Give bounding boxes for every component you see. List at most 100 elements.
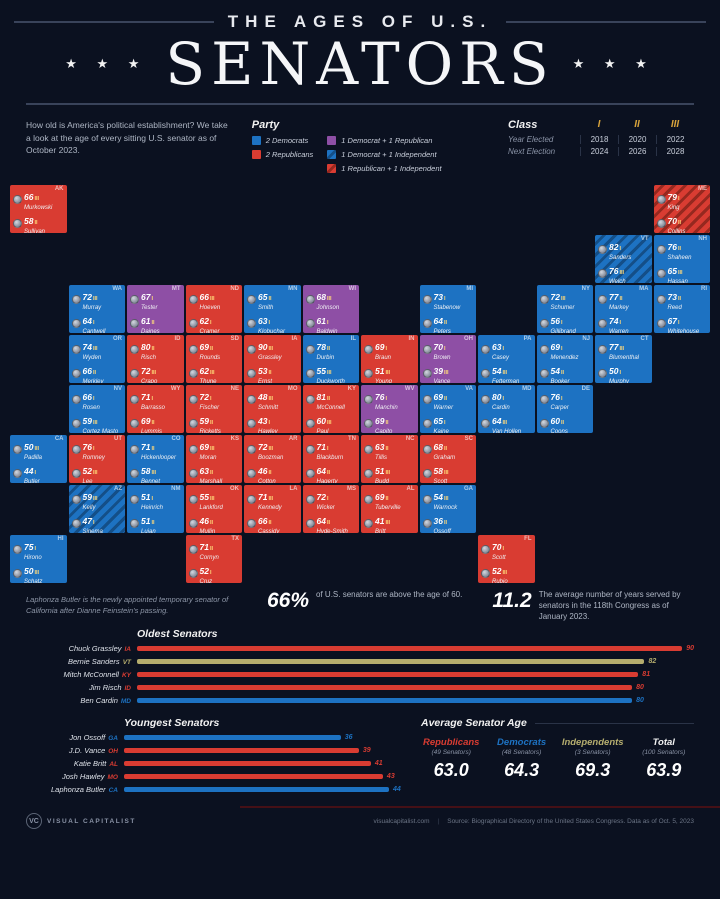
senator-name: Warren [609,328,629,333]
senator-name: Scott [433,478,448,483]
bar-value: 90 [686,645,694,653]
senator-class: III [151,369,157,376]
senator-info: 76II Shaheen [668,238,692,261]
class-row-value: 2020 [618,134,656,144]
senator-age: 36 [433,515,443,526]
average-age-value: 64.3 [504,760,540,781]
state-tile-DE: DE 76I Carper 60II Coons [536,384,593,433]
senator-age: 47 [82,515,92,526]
state-tile-MD: MD 80I Cardin 64III Van Hollen [478,384,535,433]
senator-age: 61 [141,315,151,326]
senator-entry: 70I Scott [481,538,533,561]
senator-entry: 69III Moran [188,438,241,461]
senator-info: 56I Gillibrand [551,312,576,333]
state-tile-WY: WY 71I Barrasso 69II Lummis [127,384,184,433]
senator-class: III [92,469,98,476]
senator-name: Smith [258,304,274,311]
senator-class: I [677,195,680,202]
senator-info: 76I Carper [551,388,569,411]
senator-class: III [560,295,566,302]
senator-portrait-icon [539,319,549,329]
senator-portrait-icon [130,294,139,304]
bar-state-abbr: OH [108,748,118,756]
bar-track: 90 [137,645,694,652]
senator-age: 80 [492,391,502,402]
senator-entry: 59II Ricketts [188,412,241,433]
senator-age: 68 [316,291,326,302]
senator-entry: 50III Padilla [13,438,65,461]
senator-portrait-icon [130,444,139,454]
legend-item-label: 1 Democrat + 1 Republican [341,135,433,145]
state-tile-MS: MS 72I Wicker 64II Hyde-Smith [302,484,359,533]
senator-info: 74I Warren [609,312,629,333]
bar-value: 44 [392,786,401,794]
state-abbr: NJ [582,335,590,342]
senator-info: 72I Wicker [317,488,335,511]
average-party-count: (49 Senators) [431,749,471,757]
senator-class: II [443,519,448,526]
party-legend: Party 2 Democrats 2 Republicans 1 Democrat… [251,119,490,173]
senator-portrait-icon [481,544,490,554]
senator-name: Lujan [141,528,156,533]
footer: VC VISUAL CAPITALIST visualcapitalist.co… [0,808,720,830]
senator-age: 50 [24,565,34,576]
senator-info: 58II Sullivan [24,212,45,233]
senator-name: Rosen [82,404,100,411]
senator-portrait-icon [656,269,666,279]
senator-info: 76I Manchin [375,388,398,411]
senator-age: 79 [667,191,677,202]
senator-info: 51II Lujan [141,512,156,533]
state-abbr: UT [114,435,122,442]
state-tile-FL: FL 70I Scott 52III Rubio [478,534,535,583]
legend-column: 2 Democrats 2 Republicans [251,135,313,173]
legend-swatch-icon [251,149,261,159]
senator-name: Hirono [24,554,42,561]
senator-class: II [677,219,682,226]
senator-class: I [677,319,680,326]
senator-age: 71 [199,541,209,552]
senator-class: III [326,419,332,426]
senator-age: 61 [316,315,326,326]
state-abbr: IL [350,335,356,342]
senator-portrait-icon [130,369,139,379]
senator-portrait-icon [364,494,373,504]
footer-source: Source: Biographical Directory of the Un… [447,817,694,825]
senator-portrait-icon [422,494,432,504]
senator-class: III [502,419,508,426]
senator-entry: 80II Risch [130,338,182,361]
class-table-row: Next Election 2024 2026 2028 [508,146,694,156]
state-abbr: MA [639,285,649,292]
senator-portrait-icon [13,194,22,204]
bar-track: 39 [124,747,401,754]
senator-age: 44 [24,465,34,476]
senator-portrait-icon [71,369,81,379]
bottom-band: Youngest Senators Jon Ossoff GA 36 J.D. Van… [0,709,720,798]
senator-entry: 72III Murray [71,288,124,311]
bar-label: Jon Ossoff GA [69,733,118,743]
senator-age: 50 [609,365,619,376]
senator-age: 76 [375,391,385,402]
state-abbr: AR [288,435,298,442]
senator-class: III [34,195,40,202]
bar-track: 81 [137,671,694,678]
senator-info: 55III Duckworth [317,362,345,383]
state-abbr: AZ [114,485,122,492]
senator-age: 66 [258,515,268,526]
senator-class: I [385,345,387,352]
senator-name: Shaheen [667,254,692,261]
senator-entry: 68III Johnson [305,288,358,311]
state-abbr: IN [408,335,415,342]
state-abbr: CT [640,335,649,342]
senator-portrait-icon [305,294,315,304]
senator-age: 51 [141,491,151,502]
state-tile-IN: IN 69I Braun 51III Young [361,334,418,383]
senator-age: 64 [316,465,326,476]
senator-portrait-icon [305,319,315,329]
senator-entry: 64III Van Hollen [481,412,533,433]
senator-class: I [443,345,446,352]
state-abbr: CA [54,435,64,442]
senator-portrait-icon [188,569,198,579]
stat-value: 11.2 [492,588,532,612]
senator-entry: 69II Lummis [130,412,182,433]
